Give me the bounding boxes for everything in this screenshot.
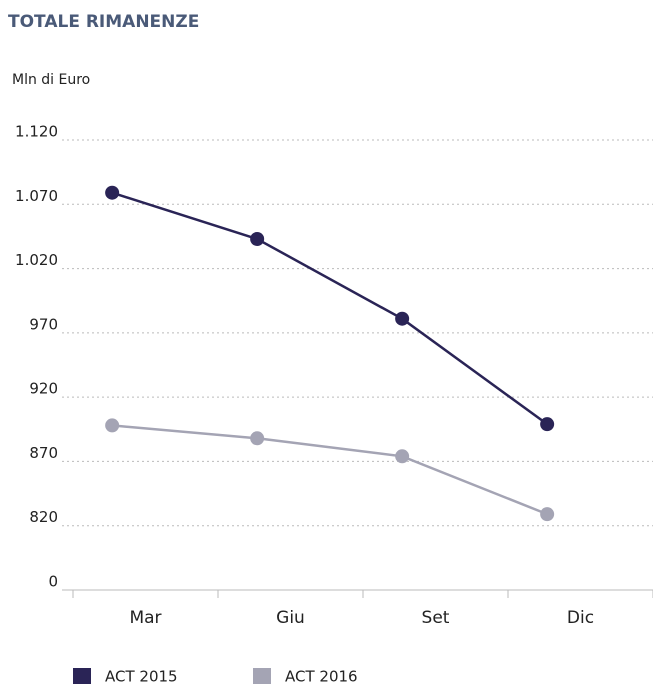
data-point	[105, 418, 120, 433]
chart-title: TOTALE RIMANENZE	[8, 12, 199, 32]
data-point	[395, 311, 410, 326]
legend-label: ACT 2016	[285, 668, 358, 684]
data-point	[105, 185, 120, 200]
y-axis-label: Mln di Euro	[12, 72, 90, 88]
series-line	[112, 424, 548, 516]
y-tick-label: 870	[29, 444, 58, 462]
data-point	[395, 449, 410, 464]
x-tick-label: Giu	[276, 608, 305, 628]
y-tick-label: 1.120	[15, 123, 58, 141]
legend-swatch	[73, 668, 91, 684]
series-line	[111, 191, 548, 426]
data-point	[540, 507, 555, 522]
legend-swatch	[253, 668, 271, 684]
y-tick-label: 1.020	[15, 251, 58, 269]
y-tick-label: 970	[29, 315, 58, 333]
data-point	[250, 232, 265, 246]
y-tick-label: 920	[29, 380, 58, 398]
y-tick-label: 1.070	[15, 187, 58, 205]
x-tick-label: Mar	[129, 608, 161, 628]
y-tick-label: 820	[29, 508, 58, 526]
data-point	[540, 417, 555, 432]
data-point	[250, 431, 265, 446]
legend-label: ACT 2015	[105, 668, 178, 684]
x-tick-label: Set	[422, 608, 450, 628]
x-tick-label: Dic	[567, 608, 594, 628]
y-tick-label: 0	[48, 573, 58, 591]
